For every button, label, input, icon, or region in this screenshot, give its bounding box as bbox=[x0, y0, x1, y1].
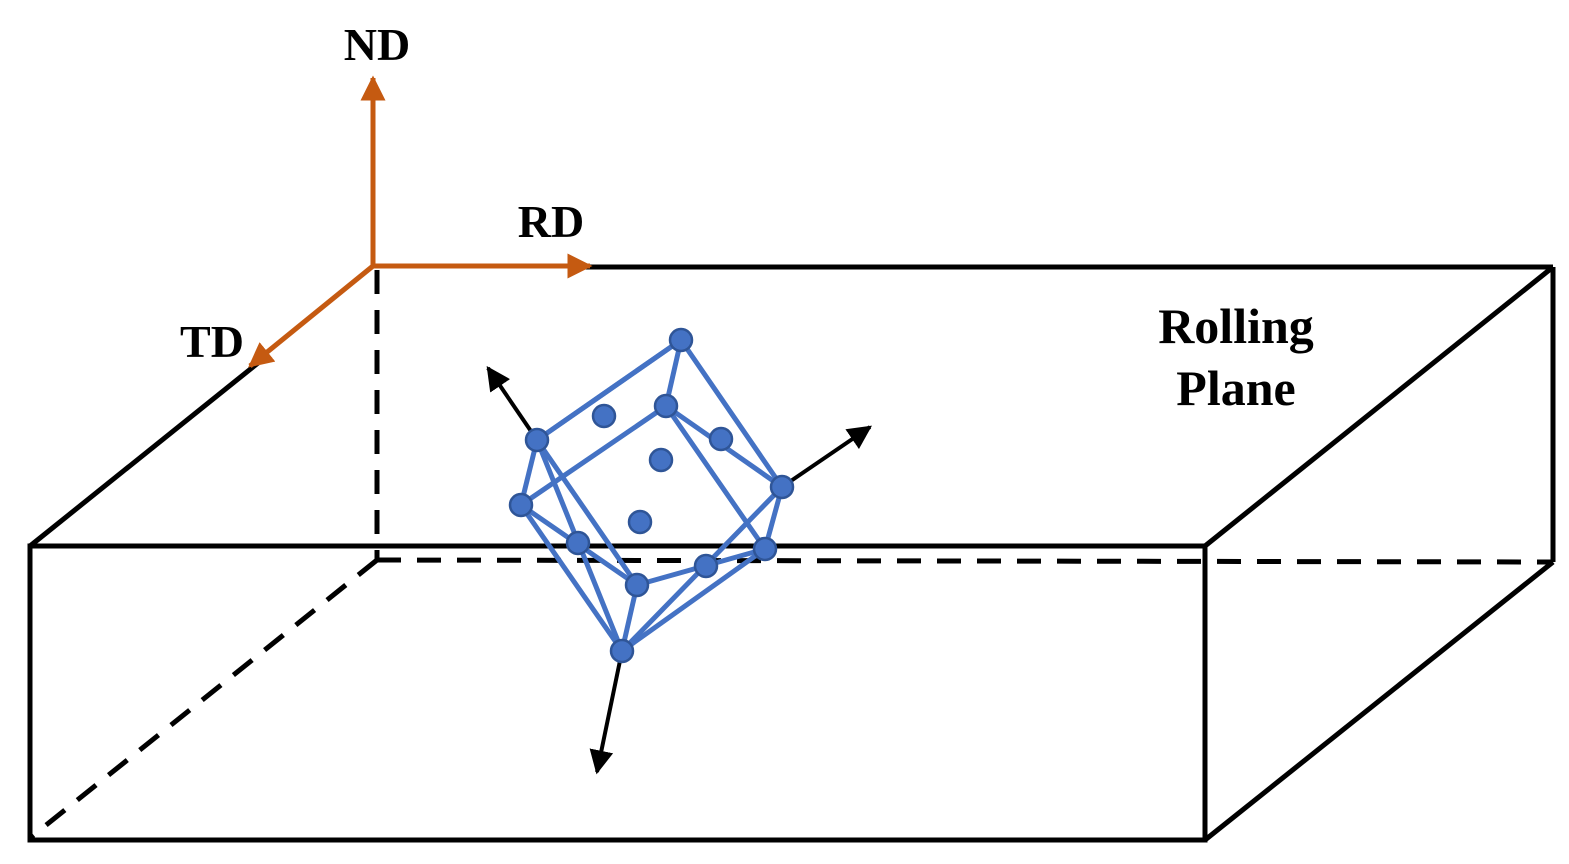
crystal-axis-arrow-down bbox=[589, 650, 624, 775]
crystal-axis-arrow-right bbox=[780, 425, 872, 489]
td-label: TD bbox=[180, 316, 244, 367]
slab-top-left-edge bbox=[28, 361, 260, 548]
face-center-atom bbox=[591, 403, 617, 429]
slab-hidden-edges bbox=[28, 270, 1554, 840]
cell-edge bbox=[620, 546, 767, 654]
corner-atom bbox=[624, 572, 650, 598]
face-center-atom bbox=[693, 553, 719, 579]
cell-edge bbox=[534, 438, 640, 587]
slab-front-face bbox=[27, 543, 1208, 843]
fcc-unit-cell bbox=[518, 337, 785, 654]
face-center-atom bbox=[648, 447, 674, 473]
slab-bottom-right-edge bbox=[1203, 560, 1555, 842]
corner-atom bbox=[524, 427, 550, 453]
corner-atom bbox=[668, 327, 694, 353]
rolling-plane-label-line1: Rolling bbox=[1158, 298, 1314, 354]
corner-atom bbox=[609, 638, 635, 664]
corner-atom bbox=[653, 393, 679, 419]
sheet-slab bbox=[27, 264, 1556, 843]
fcc-atoms bbox=[508, 327, 795, 664]
rd-label: RD bbox=[518, 196, 584, 247]
corner-atom bbox=[752, 536, 778, 562]
nd-label: ND bbox=[344, 19, 410, 70]
sample-axes bbox=[248, 75, 593, 368]
cell-edge bbox=[535, 337, 683, 443]
td-arrow bbox=[248, 264, 375, 368]
face-center-atom bbox=[708, 426, 734, 452]
crystal-axis-arrow-up bbox=[486, 366, 539, 442]
face-center-atom bbox=[627, 509, 653, 535]
crystal-axes bbox=[486, 366, 872, 775]
face-center-atom bbox=[565, 530, 591, 556]
cell-edge bbox=[518, 503, 625, 653]
rolling-plane-label-line2: Plane bbox=[1176, 360, 1295, 416]
corner-atom bbox=[769, 474, 795, 500]
hidden-back-bottom-edge bbox=[376, 557, 1554, 565]
corner-atom bbox=[508, 492, 534, 518]
slab-top-right-edge bbox=[1203, 265, 1555, 548]
hidden-left-bottom-edge bbox=[28, 558, 379, 840]
